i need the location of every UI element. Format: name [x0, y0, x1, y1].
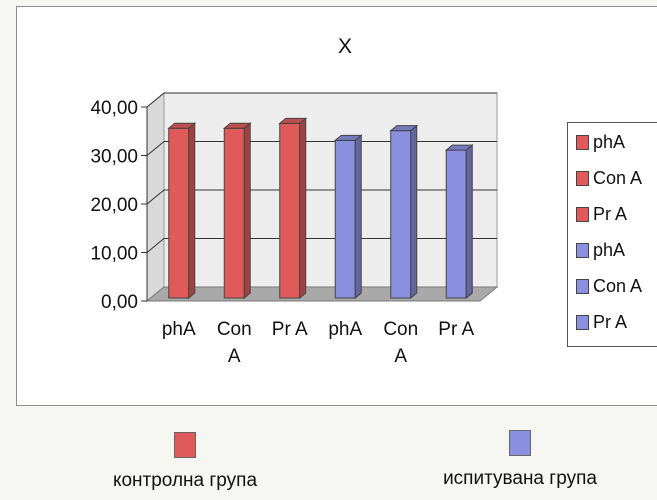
bar-chart: X 0,00 10,00 20,00 30,00 40,00 phA Con A Pr A phA… — [90, 35, 499, 367]
legend-label: phA — [593, 131, 626, 152]
group-control: контролна група — [85, 432, 285, 492]
bar-side — [243, 122, 251, 300]
bar-side — [354, 134, 362, 300]
y-tick-label: 10,00 — [90, 244, 138, 265]
y-tick-label: 20,00 — [90, 195, 138, 216]
x-tick-label: Pr A — [272, 319, 308, 340]
x-tick-label: Con A — [217, 319, 252, 367]
legend-label: Pr A — [593, 311, 628, 332]
legend-label: Con A — [593, 275, 643, 296]
legend-label: phA — [593, 239, 626, 260]
bar — [279, 122, 301, 299]
gridline — [146, 189, 497, 205]
legend-item: phA — [576, 131, 625, 153]
gridline — [146, 238, 497, 253]
y-tick-label: 40,00 — [90, 98, 138, 119]
legend-item: phA — [576, 239, 625, 261]
legend-item: Pr A — [576, 311, 627, 333]
bar — [223, 127, 245, 299]
legend-item: Con A — [576, 167, 642, 189]
bar — [168, 127, 190, 299]
group-control-label: контролна група — [112, 470, 258, 491]
group-test-swatch — [509, 430, 531, 456]
x-tick-label: phA — [162, 319, 196, 340]
legend: phA Con A Pr A phA Con A Pr A — [567, 122, 657, 347]
bar — [445, 149, 467, 299]
bar-side — [299, 117, 307, 300]
gridline — [146, 92, 497, 108]
legend-swatch — [576, 242, 589, 258]
bar-top — [444, 144, 474, 151]
bar — [334, 139, 356, 299]
legend-swatch — [576, 278, 589, 294]
x-tick-label: Con A — [383, 319, 418, 367]
bar-top — [389, 125, 419, 132]
floor — [145, 286, 499, 302]
legend-item: Con A — [576, 275, 642, 297]
chart-title: X — [338, 35, 352, 58]
group-test-label: испитувана група — [443, 468, 597, 489]
y-tick-label: 30,00 — [90, 147, 138, 168]
legend-item: Pr A — [576, 203, 627, 225]
bar-top — [222, 122, 252, 129]
legend-swatch — [576, 134, 589, 150]
x-tick-label: Pr A — [438, 319, 474, 340]
group-test: испитувана група — [420, 430, 620, 490]
y-tick-label: 0,00 — [101, 292, 138, 313]
bar-top — [333, 134, 363, 141]
gridline — [146, 141, 497, 156]
bar-side — [410, 124, 418, 300]
bar-top — [167, 122, 197, 129]
legend-swatch — [576, 314, 589, 330]
legend-label: Con A — [593, 167, 643, 188]
x-tick-label: phA — [328, 319, 362, 340]
legend-swatch — [576, 206, 589, 222]
bar — [390, 130, 412, 299]
bar-side — [465, 144, 473, 300]
legend-swatch — [576, 170, 589, 186]
group-control-swatch — [174, 432, 196, 458]
bar-side — [188, 122, 196, 300]
bar-top — [278, 117, 308, 124]
legend-label: Pr A — [593, 203, 628, 224]
